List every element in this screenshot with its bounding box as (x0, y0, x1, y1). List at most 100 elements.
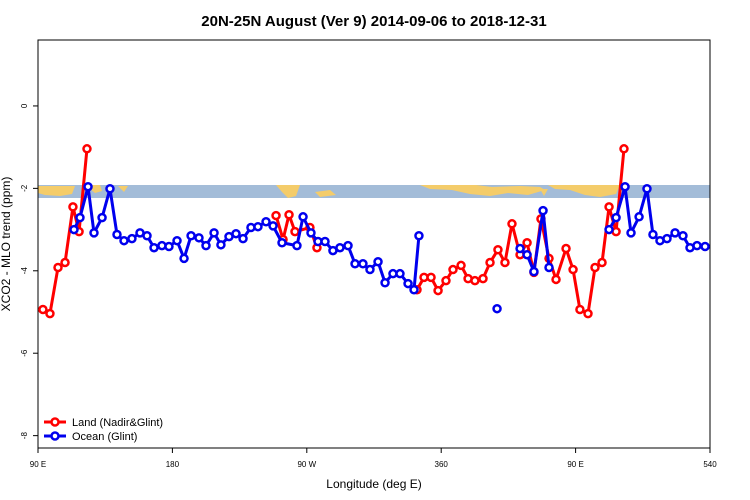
data-point (45, 308, 55, 319)
data-point (298, 212, 308, 222)
data-point (500, 257, 510, 268)
y-tick-label: -2 (20, 184, 29, 192)
data-point (568, 264, 578, 275)
data-point (127, 233, 137, 244)
data-point (358, 259, 368, 269)
data-point (179, 253, 189, 264)
data-point (634, 212, 644, 222)
data-point (470, 275, 480, 286)
y-axis-label: XCO2 - MLO trend (ppm) (0, 177, 13, 312)
map-strip (38, 185, 710, 198)
data-point (343, 240, 353, 251)
data-point (216, 240, 226, 250)
data-point (648, 229, 658, 240)
data-point (261, 216, 271, 227)
data-point (456, 260, 466, 271)
data-point (448, 264, 458, 275)
data-point (515, 243, 525, 254)
x-tick-label: 90 E (30, 460, 46, 469)
data-point (373, 256, 383, 267)
data-point (522, 238, 532, 248)
data-point (700, 241, 710, 252)
data-point (149, 242, 159, 253)
data-point (485, 257, 495, 268)
data-point (441, 275, 451, 286)
data-point (583, 308, 593, 319)
data-point (53, 262, 63, 273)
data-point (529, 266, 539, 277)
data-point (604, 202, 614, 212)
data-point (561, 243, 571, 254)
data-point (253, 221, 263, 232)
data-point (380, 277, 390, 288)
data-point (433, 285, 443, 296)
data-point (575, 304, 585, 315)
data-point (335, 242, 345, 253)
x-tick-label: 90 E (567, 460, 583, 469)
y-tick-label: -8 (20, 432, 29, 440)
data-point (268, 221, 278, 231)
x-tick-label: 540 (703, 460, 717, 469)
data-point (670, 228, 680, 238)
data-point (590, 262, 600, 273)
data-point (626, 228, 636, 238)
data-point (642, 184, 652, 194)
data-point (97, 212, 107, 223)
data-point (209, 228, 219, 238)
data-point (597, 257, 607, 268)
data-point (692, 240, 702, 251)
data-point (365, 264, 375, 275)
data-point (478, 273, 488, 284)
data-point (82, 144, 92, 154)
data-point (538, 205, 548, 216)
data-point (60, 257, 70, 268)
data-point (620, 181, 630, 192)
data-point (83, 181, 93, 192)
data-point (409, 284, 419, 295)
y-tick-label: -6 (20, 349, 29, 357)
data-point (292, 240, 302, 251)
data-point (284, 209, 294, 220)
data-point (271, 210, 281, 221)
data-point (194, 233, 204, 243)
x-tick-label: 180 (166, 460, 180, 469)
data-point (619, 144, 629, 154)
legend-label: Ocean (Glint) (72, 431, 137, 443)
data-point (350, 259, 360, 269)
data-point (201, 240, 211, 251)
data-point (142, 231, 152, 241)
data-point (320, 236, 330, 247)
chart-title: 20N-25N August (Ver 9) 2014-09-06 to 201… (201, 13, 546, 30)
plot-frame (37, 39, 711, 449)
data-point (231, 228, 241, 239)
data-point (290, 226, 300, 237)
data-point (238, 233, 248, 244)
data-point (186, 231, 196, 241)
data-point (164, 241, 174, 252)
data-point (403, 278, 413, 289)
x-tick-label: 360 (435, 460, 449, 469)
data-point (38, 304, 48, 315)
data-point (119, 235, 129, 246)
data-point (112, 229, 122, 240)
legend-marker (50, 431, 60, 441)
y-tick-label: 0 (20, 103, 29, 108)
data-point (75, 212, 85, 223)
data-point (678, 231, 688, 241)
series-line (42, 148, 626, 316)
data-point (277, 238, 287, 248)
data-point (492, 303, 502, 314)
data-point (414, 231, 424, 241)
data-point (89, 228, 99, 238)
data-point (306, 228, 316, 238)
y-tick-label: -4 (20, 267, 29, 275)
data-point (544, 262, 554, 273)
legend-marker (50, 417, 60, 427)
x-axis-label: Longitude (deg E) (326, 477, 421, 491)
data-point (604, 224, 614, 235)
data-point (507, 219, 517, 229)
data-point (395, 268, 405, 279)
data-point (68, 202, 78, 212)
data-point (662, 233, 672, 244)
